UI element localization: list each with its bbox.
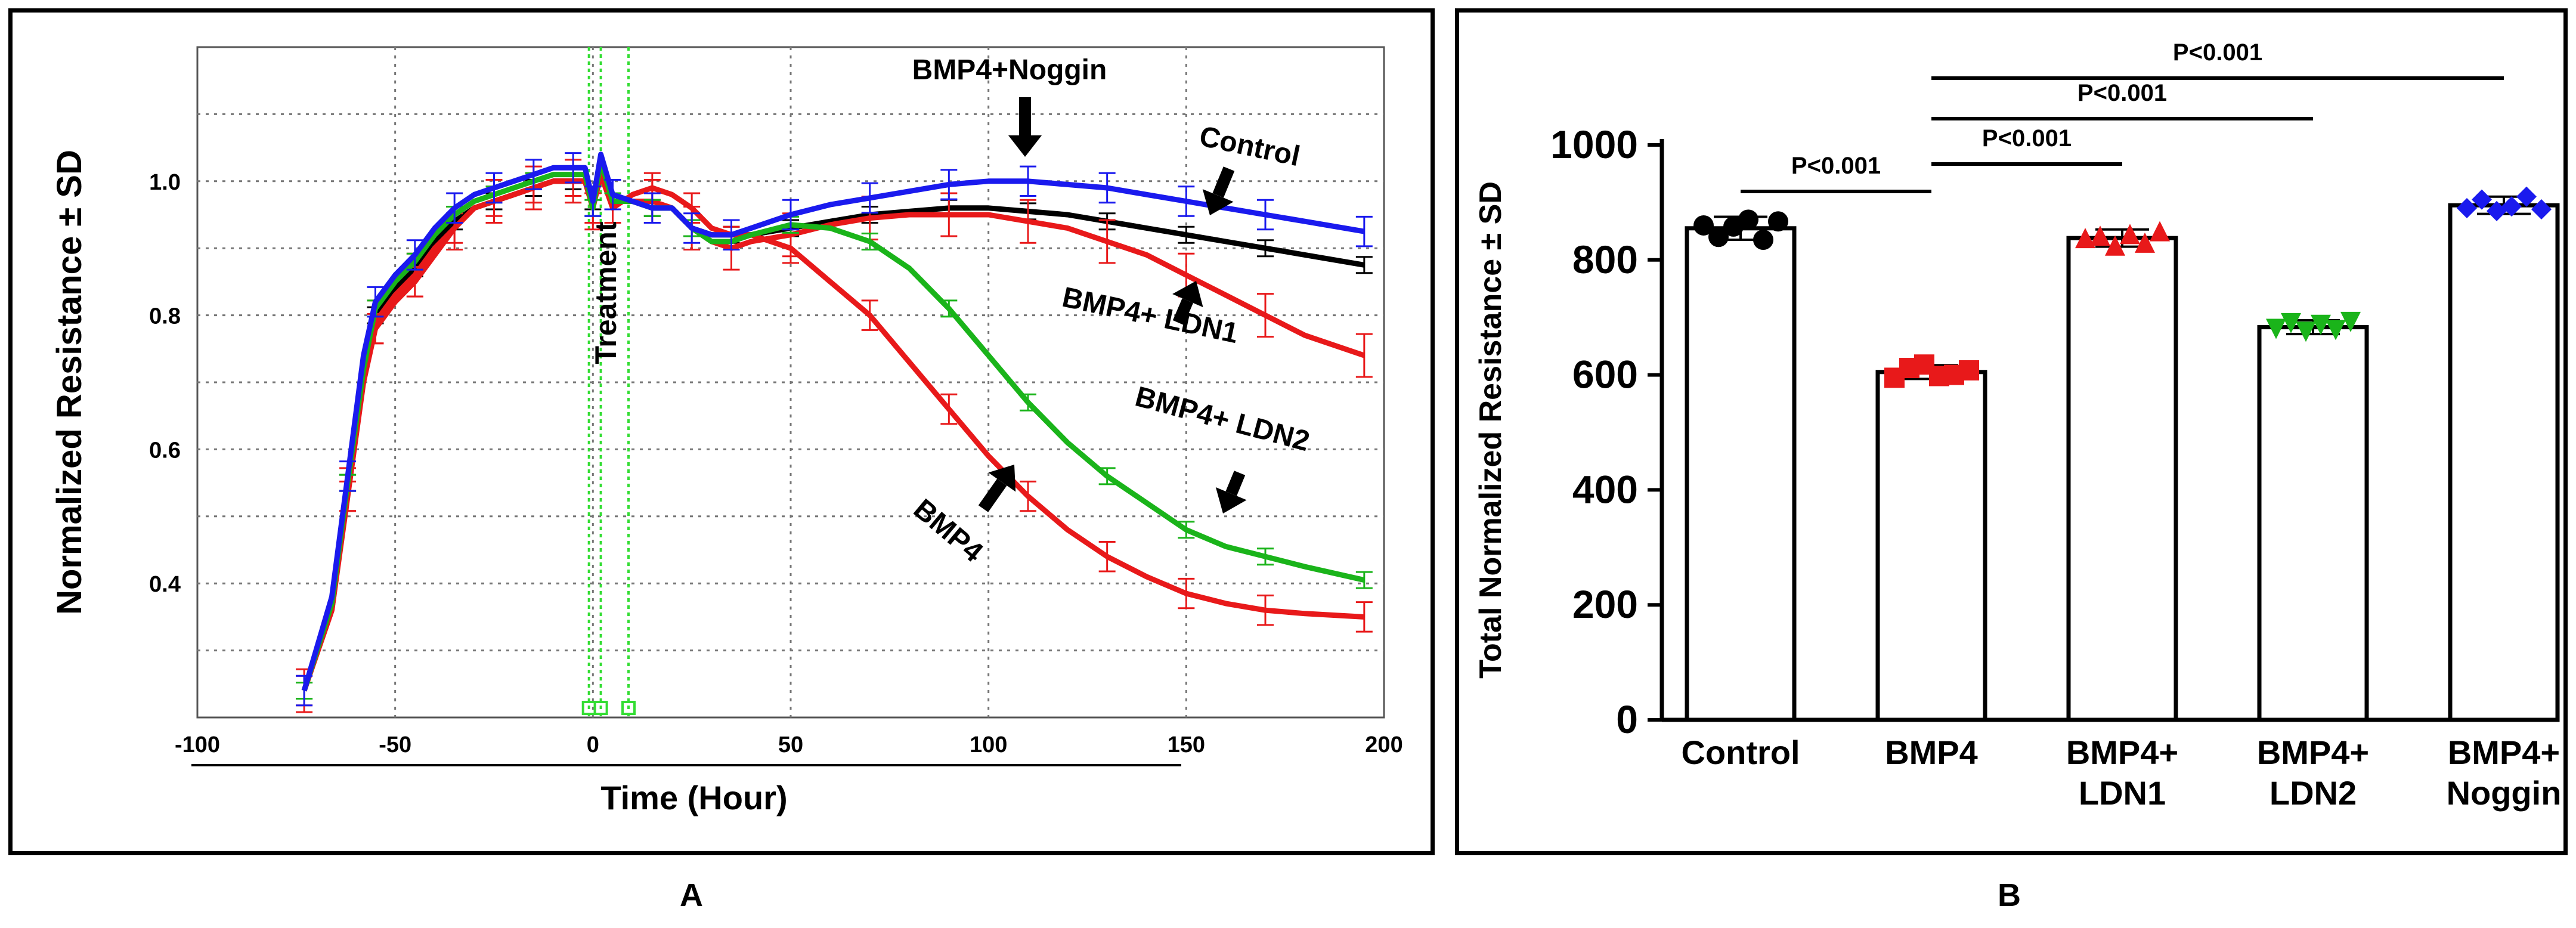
arrow-head <box>1202 189 1234 215</box>
significance-label: P<0.001 <box>1982 125 2072 151</box>
x-tick-label: 100 <box>970 732 1007 757</box>
arrow-shaft <box>978 478 1007 512</box>
panel-label-a: A <box>680 877 703 913</box>
label-bmp4-noggin: BMP4+Noggin <box>912 54 1107 86</box>
data-point <box>2311 314 2331 335</box>
bar-1 <box>1875 370 1987 722</box>
data-point <box>2296 321 2316 342</box>
x-tick-label: -50 <box>379 732 411 757</box>
annotation-arrow <box>978 465 1016 512</box>
arrow-shaft <box>1225 471 1246 496</box>
data-point <box>1693 215 1714 236</box>
bar-chart: 0 200 400 600 800 1000 Total Normalized Resist… <box>1473 39 2562 812</box>
significance-label: P<0.001 <box>2173 39 2262 66</box>
data-point <box>2075 228 2095 249</box>
category-label: BMP4+ <box>2448 734 2560 771</box>
data-point <box>2090 225 2110 246</box>
y-tick-label: 600 <box>1572 352 1638 397</box>
annotation-arrow <box>1202 166 1235 215</box>
category-label-line2: LDN2 <box>2270 774 2357 812</box>
data-point <box>2150 221 2170 242</box>
data-point <box>2501 196 2522 217</box>
category-label-line2: Noggin <box>2447 774 2562 812</box>
x-tick-label: -100 <box>175 732 220 757</box>
y-tick-label: 800 <box>1572 237 1638 282</box>
significance-label: P<0.001 <box>1791 153 1881 179</box>
bar-4 <box>2448 203 2560 722</box>
data-point <box>2326 320 2346 341</box>
panel-b-bar-chart: 0 200 400 600 800 1000 Total Normalized Resist… <box>1455 8 2568 855</box>
data-point <box>2105 235 2125 256</box>
treatment-label: Treatment <box>589 221 623 364</box>
data-point <box>2281 313 2301 333</box>
panel-label-b: B <box>1998 877 2021 913</box>
arrow-head <box>1008 135 1042 157</box>
arrow-head <box>1172 281 1203 308</box>
y-tick-label: 400 <box>1572 467 1638 511</box>
category-label: BMP4+ <box>2257 734 2369 771</box>
panel-a-line-chart: -100 -50 0 50 100 150 200 1.0 0.8 0.6 0.4 Time (Hou… <box>8 8 1435 855</box>
data-point <box>1768 211 1788 232</box>
data-point <box>2340 311 2361 332</box>
annotation-arrow <box>1008 97 1042 157</box>
data-point <box>2135 232 2155 253</box>
treatment-marker-box <box>593 701 608 715</box>
category-label: Control <box>1681 734 1800 771</box>
category-label: BMP4 <box>1885 734 1978 771</box>
arrow-head <box>1215 487 1247 514</box>
data-point <box>2457 198 2477 219</box>
category-label: BMP4+ <box>2066 734 2178 771</box>
x-tick-label: 0 <box>587 732 599 757</box>
annotation-arrow <box>1215 471 1247 514</box>
data-point <box>2516 186 2537 207</box>
data-point <box>2487 200 2507 221</box>
treatment-marker-box <box>621 701 636 715</box>
annotation-arrow <box>1172 281 1203 325</box>
x-tick-label: 200 <box>1365 732 1402 757</box>
y-tick-label: 0 <box>1616 697 1638 741</box>
bar-3 <box>2257 325 2369 722</box>
y-tick-label: 1000 <box>1550 122 1638 166</box>
line-chart: -100 -50 0 50 100 150 200 1.0 0.8 0.6 0.4 Time (Hou… <box>50 46 1403 816</box>
data-point <box>1738 209 1758 230</box>
data-point <box>2472 189 2492 210</box>
category-label-line2: LDN1 <box>2079 774 2166 812</box>
arrow-shaft <box>1212 166 1235 198</box>
x-tick-label: 50 <box>778 732 803 757</box>
y-tick-label: 0.8 <box>149 304 181 329</box>
data-point <box>2266 318 2286 339</box>
x-axis-title: Time (Hour) <box>600 779 787 816</box>
data-point <box>1959 360 1979 381</box>
arrow-head <box>988 465 1016 492</box>
bar-0 <box>1685 226 1797 722</box>
x-tick-label: 150 <box>1168 732 1205 757</box>
data-point <box>1708 227 1729 248</box>
y-tick-label: 1.0 <box>149 170 181 195</box>
data-point <box>2531 199 2552 219</box>
data-point <box>1753 230 1773 250</box>
y-tick-label: 200 <box>1572 582 1638 626</box>
y-axis-title: Normalized Resistance ± SD <box>50 150 89 615</box>
bar-2 <box>2066 236 2178 722</box>
significance-label: P<0.001 <box>2077 80 2167 106</box>
y-axis-title: Total Normalized Resistance ± SD <box>1473 181 1508 679</box>
y-tick-label: 0.6 <box>149 438 181 463</box>
arrow-shaft <box>1172 298 1194 325</box>
data-point <box>2120 224 2140 245</box>
y-tick-label: 0.4 <box>149 572 181 597</box>
